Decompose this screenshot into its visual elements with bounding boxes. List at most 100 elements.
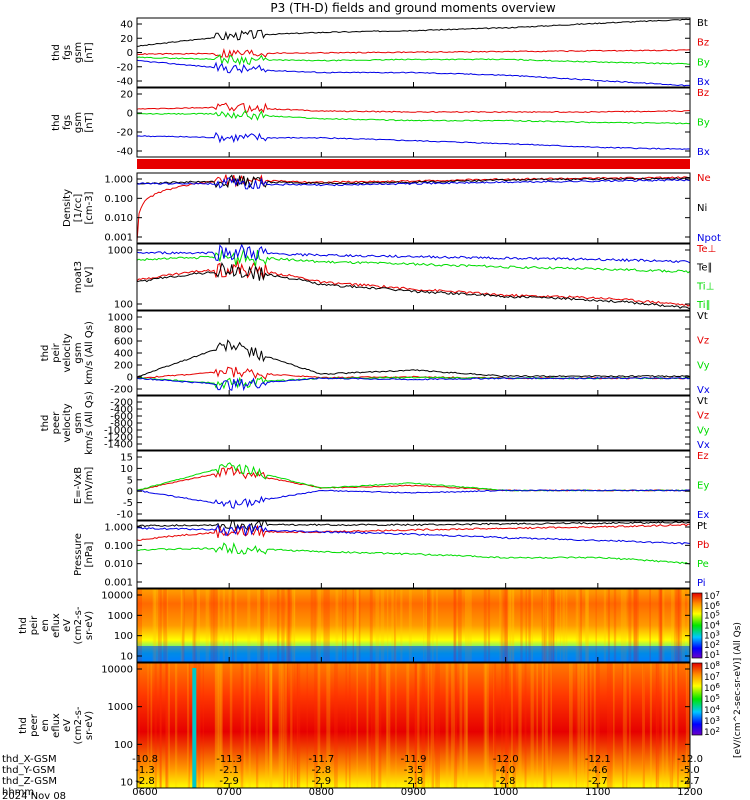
legend-pi: Pi [697,578,706,589]
series-te-line [136,261,691,310]
spectrogram-stripe [167,663,170,788]
spectrogram-stripe [551,589,555,662]
spectrogram-stripe [687,589,690,662]
legend-vy: Vy [697,360,710,371]
spectrogram-stripe [371,663,373,788]
spectrogram-stripe [520,589,523,662]
spectrogram-stripe [425,589,427,662]
legend-vy: Vy [697,425,710,436]
spectrogram-stripe [369,589,373,662]
y-tick-label: 10 [120,464,133,475]
spectrogram-stripe [504,663,508,788]
y-axis-label: fgs [62,115,73,130]
spectrogram-stripe [525,589,527,662]
y-tick-label: -20 [117,62,133,73]
footer-value: -4.0 [496,765,516,776]
legend-bt: Bt [697,18,708,29]
spectrogram-stripe [541,663,544,788]
spectrogram-stripe [137,589,142,662]
y-tick-label: 20 [120,90,133,101]
spectrogram-stripe [240,663,244,788]
spectrogram-stripe [400,589,403,662]
spectrogram-stripe [445,663,449,788]
colorbar-tick-label: 103 [704,629,720,641]
y-tick-label: 20 [120,34,133,45]
y-tick-label: 100 [114,300,133,311]
spectrogram-stripe [435,663,439,788]
spectrogram-stripe [342,589,344,662]
spectrogram-stripe [213,589,218,662]
spectrogram-stripe [492,663,497,788]
chart-title: P3 (TH-D) fields and ground moments over… [270,1,555,15]
spectrogram-stripe [387,663,391,788]
spectrogram-stripe [509,589,513,662]
y-tick-label: -600 [110,412,133,423]
spectrogram-stripe [310,589,314,662]
legend-pe: Pe [697,559,709,570]
legend-ex: Ex [697,510,709,521]
spectrogram-stripe [613,589,617,662]
spectrogram-stripe [406,663,410,788]
spectrogram-stripe [547,589,551,662]
spectrogram-stripe [386,663,388,788]
spectrogram-stripe [544,589,547,662]
footer-row-label: hhmm [2,787,34,798]
spectrogram-stripe [656,663,660,788]
spectrogram-stripe [394,589,396,662]
spectrogram-stripe [629,663,631,788]
y-tick-label: 0 [127,487,133,498]
spectrogram-stripe [459,663,463,788]
spectrogram-stripe [317,663,321,788]
y-axis-label: velocity [62,403,73,442]
spectrogram-stripe [649,589,651,662]
spectrogram-stripe [511,663,513,788]
panel-3: 1.000 0.100 0.010 0.001 Density [1/cc] [cm-3] N… [62,172,721,244]
spectrogram-stripe [391,589,394,662]
legend-bz: Bz [697,88,709,99]
series-pe-line [136,542,691,565]
colorbar-tick-label: 104 [704,620,720,632]
spectrogram-stripe [590,663,592,788]
spectrogram-stripe [655,663,657,788]
legend-pt: Pt [697,521,707,532]
spectrogram-stripe [585,589,589,662]
footer-value: 0800 [309,787,334,798]
spectrogram-stripe [232,589,234,662]
series-by-line [136,53,691,66]
spectrogram-stripe [595,589,597,662]
spectrogram-stripe [408,589,412,662]
spectrogram-stripe [375,589,380,662]
spectrogram-stripe [587,663,589,788]
spectrogram-stripe [453,589,457,662]
spectrogram-stripe [675,663,678,788]
spectrogram-stripe [633,589,638,662]
spectrogram-stripe [278,663,282,788]
y-axis-label: E=-VxB [73,467,84,504]
y-tick-label: 0.010 [104,213,133,224]
colorbar-label: [eV/(cm^2-sec-sr-eV)] (All Qs) [733,622,743,758]
y-axis-label: thd [51,114,62,131]
y-tick-label: 40 [120,20,133,31]
legend-ti: Ti∥ [696,300,711,311]
spectrogram-stripe [541,589,546,662]
footer-value: -11.3 [216,754,242,765]
spectrogram-stripe [543,663,547,788]
spectrogram-stripe [138,663,141,788]
spectrogram-stripe [676,663,679,788]
y-tick-label: 10000 [101,665,133,676]
spectrogram-stripe [658,589,662,662]
y-axis-label: [nPa] [84,541,95,567]
colorbar-tick-label: 101 [704,649,720,661]
spectrogram-stripe [326,589,330,662]
spectrogram-stripe [499,589,503,662]
spectrogram-stripe [661,663,665,788]
spectrogram-stripe [414,663,417,788]
spectrogram-stripe [671,589,675,662]
spectrogram-stripe [210,589,215,662]
y-tick-label: 0.010 [104,559,133,570]
legend-by: By [697,57,710,68]
panel-4: 1000 100 moat3 [eV] Te⊥ Te∥ Ti⊥ Ti∥ [73,243,716,311]
colorbar-tick-label: 108 [704,660,720,672]
y-tick-label: 0.100 [104,194,133,205]
spectrogram-stripe [395,589,397,662]
